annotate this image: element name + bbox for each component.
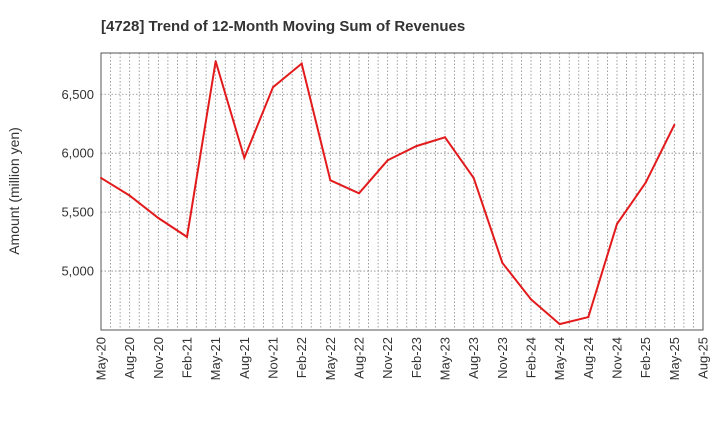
y-axis-label: Amount (million yen) xyxy=(6,127,22,255)
x-tick-label: Nov-21 xyxy=(266,337,281,379)
x-tick-label: May-20 xyxy=(94,337,109,380)
data-point xyxy=(386,159,389,162)
data-point xyxy=(100,176,102,179)
data-point xyxy=(558,323,561,326)
data-point xyxy=(616,222,618,225)
data-point xyxy=(673,123,676,126)
x-tick-label: Nov-20 xyxy=(151,337,166,379)
data-point xyxy=(214,60,217,63)
y-tick-label: 6,500 xyxy=(61,87,94,102)
data-point xyxy=(472,176,475,179)
data-point xyxy=(501,261,504,264)
x-tick-label: Aug-22 xyxy=(352,337,367,379)
x-tick-label: Aug-24 xyxy=(581,337,596,379)
data-point xyxy=(444,136,446,139)
data-point xyxy=(530,298,532,301)
x-tick-label: Feb-22 xyxy=(294,337,309,378)
x-axis-ticks: May-20 Aug-20 Nov-20 Feb-21 May-21 Aug-21 Nov-… xyxy=(94,337,711,380)
data-point xyxy=(415,145,418,148)
x-tick-label: Feb-23 xyxy=(409,337,424,378)
plot-area xyxy=(100,52,704,331)
x-tick-label: Feb-25 xyxy=(638,337,653,378)
x-tick-label: Nov-24 xyxy=(610,337,625,379)
x-tick-label: May-23 xyxy=(438,337,453,380)
data-point xyxy=(243,156,246,159)
y-axis-ticks: 5,000 5,500 6,000 6,500 xyxy=(61,87,94,279)
x-tick-label: May-22 xyxy=(323,337,338,380)
grid xyxy=(101,53,703,330)
y-tick-label: 5,500 xyxy=(61,205,94,220)
data-point xyxy=(644,181,647,184)
data-point xyxy=(329,179,332,182)
x-tick-label: Nov-23 xyxy=(495,337,510,379)
x-tick-label: May-25 xyxy=(667,337,682,380)
data-point xyxy=(358,192,360,195)
x-tick-label: Aug-23 xyxy=(466,337,481,379)
x-tick-label: May-24 xyxy=(552,337,567,380)
x-tick-label: Nov-22 xyxy=(380,337,395,379)
x-tick-label: Aug-21 xyxy=(237,337,252,379)
data-point xyxy=(186,235,188,238)
x-tick-label: Aug-25 xyxy=(696,337,711,379)
data-point xyxy=(272,86,274,89)
data-point xyxy=(587,316,590,319)
x-tick-label: Feb-24 xyxy=(524,337,539,378)
x-tick-label: Aug-20 xyxy=(122,337,137,379)
y-tick-label: 6,000 xyxy=(61,146,94,161)
data-point xyxy=(128,194,131,197)
x-tick-label: Feb-21 xyxy=(180,337,195,378)
data-point xyxy=(300,62,303,65)
x-tick-label: May-21 xyxy=(208,337,223,380)
y-tick-label: 5,000 xyxy=(61,264,94,279)
chart-title: [4728] Trend of 12-Month Moving Sum of R… xyxy=(101,18,465,35)
series-layer xyxy=(100,60,676,326)
data-point xyxy=(157,217,160,220)
